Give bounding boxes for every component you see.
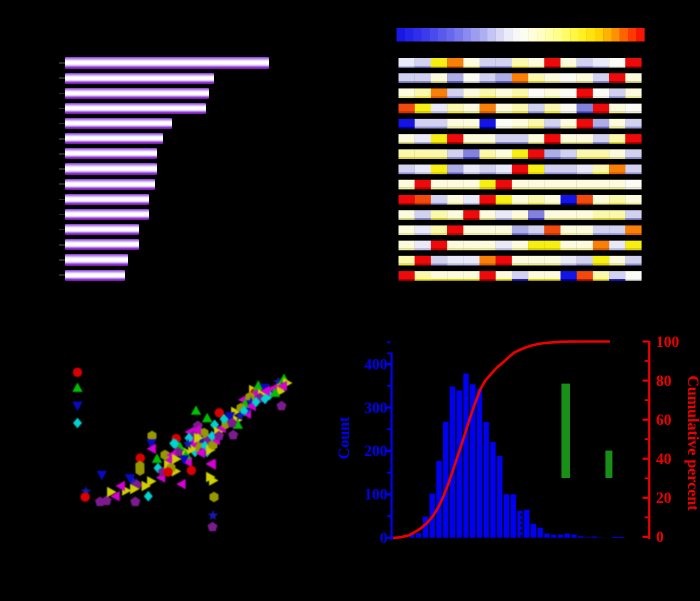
svg-text:200: 200 <box>364 443 388 460</box>
svg-text:100: 100 <box>656 334 680 351</box>
svg-text:80: 80 <box>656 373 672 390</box>
svg-text:100: 100 <box>364 487 388 504</box>
svg-text:Cumulative percent: Cumulative percent <box>684 375 700 511</box>
svg-text:40: 40 <box>656 451 672 468</box>
svg-text:300: 300 <box>364 400 388 417</box>
svg-text:400: 400 <box>364 356 388 373</box>
svg-text:0: 0 <box>380 530 388 547</box>
svg-text:Count: Count <box>336 416 353 459</box>
svg-text:0: 0 <box>656 529 664 546</box>
svg-text:20: 20 <box>656 490 672 507</box>
svg-text:60: 60 <box>656 412 672 429</box>
